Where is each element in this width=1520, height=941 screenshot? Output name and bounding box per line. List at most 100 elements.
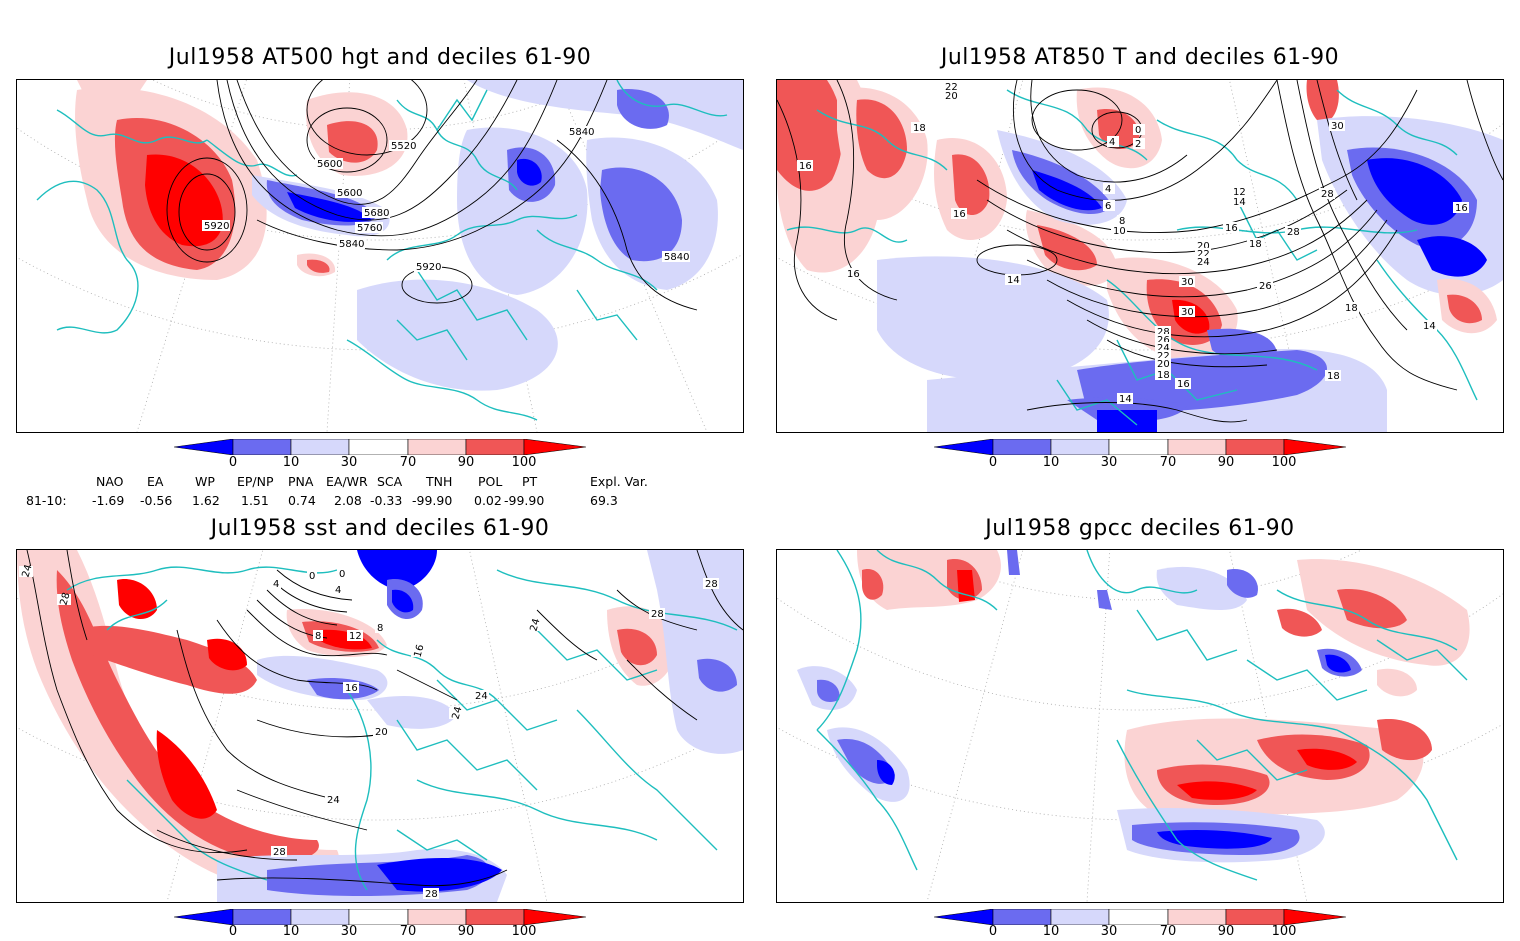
contour-label: 28 (59, 591, 73, 606)
contour-label: 14 (1233, 197, 1246, 208)
colorbar-tick: 90 (457, 455, 475, 470)
contour-label: 0 (339, 569, 345, 580)
contour-label: 5600 (337, 188, 362, 199)
index-header: NAO (96, 474, 124, 489)
colorbar-tick: 10 (282, 924, 300, 939)
contour-label: 5520 (391, 141, 416, 152)
index-value: 1.51 (241, 493, 269, 508)
index-value: 0.74 (288, 493, 316, 508)
contour-label: 30 (1181, 307, 1194, 318)
colorbar-tick: 30 (1100, 455, 1118, 470)
contour-label: 14 (1007, 275, 1020, 286)
contour-label: 24 (475, 691, 488, 702)
colorbar-swatches (173, 908, 587, 926)
contour-label: 16 (953, 209, 966, 220)
map-hgt500: 5920 5600 5520 5840 5600 5680 5760 5840 … (17, 80, 743, 432)
contour-label: 4 (273, 579, 279, 590)
colorbar-tick: 0 (988, 924, 998, 939)
map-panel-gpcc (776, 549, 1504, 903)
index-header: EA (147, 474, 164, 489)
contour-labels: 24 28 4 0 0 4 8 12 8 16 16 20 24 24 24 2… (19, 563, 719, 900)
colorbar-tick: 30 (340, 924, 358, 939)
map-panel-sst: 24 28 4 0 0 4 8 12 8 16 16 20 24 24 24 2… (16, 549, 744, 903)
colorbar-tick: 70 (399, 924, 417, 939)
colorbar-tick: 30 (340, 455, 358, 470)
index-header: POL (478, 474, 503, 489)
contour-label: 22 (1197, 249, 1210, 260)
colorbar-tick: 100 (1271, 455, 1297, 470)
index-value: 0.02 (474, 493, 502, 508)
contour-label: 24 (451, 705, 465, 720)
colorbar-swatches (173, 438, 587, 456)
contour-label: 22 (945, 82, 958, 93)
contour-label: 28 (705, 579, 718, 590)
colorbar-swatches (933, 908, 1347, 926)
index-header: SCA (377, 474, 403, 489)
lat-lon-grid (777, 550, 1503, 902)
contour-label: 2 (1135, 139, 1141, 150)
coastlines (816, 550, 1468, 881)
contour-label: 5840 (569, 127, 594, 138)
contour-label: 18 (1327, 371, 1340, 382)
index-row-label: 81-10: (26, 493, 67, 508)
map-sst: 24 28 4 0 0 4 8 12 8 16 16 20 24 24 24 2… (17, 550, 743, 902)
contour-labels: 5920 5600 5520 5840 5600 5680 5760 5840 … (202, 126, 690, 273)
contour-label: 14 (1119, 394, 1132, 405)
colorbar-1: 0 10 30 70 90 100 (173, 438, 587, 471)
contour-label: 30 (1331, 121, 1344, 132)
contour-label: 4 (335, 585, 341, 596)
contour-label: 28 (273, 847, 286, 858)
colorbar-tick: 10 (1042, 455, 1060, 470)
contour-label: 18 (1345, 303, 1358, 314)
contour-label: 8 (1119, 216, 1125, 227)
panel-title-3: Jul1958 sst and deciles 61-90 (210, 516, 550, 541)
contour-label: 20 (1157, 359, 1170, 370)
contour-label: 5920 (204, 221, 229, 232)
contour-label: 8 (315, 631, 321, 642)
contour-label: 20 (945, 91, 958, 102)
height-contours (166, 80, 698, 311)
map-t850: 22 20 18 16 0 2 4 16 4 6 8 10 12 14 16 1… (777, 80, 1503, 432)
contour-label: 26 (1157, 335, 1170, 346)
contour-label: 28 (1157, 327, 1170, 338)
index-header: EA/WR (326, 474, 368, 489)
panel-title-1: Jul1958 AT500 hgt and deciles 61-90 (168, 45, 592, 70)
contour-label: 14 (1423, 321, 1436, 332)
index-value: -99.90 (504, 493, 545, 508)
index-value: 2.08 (334, 493, 362, 508)
index-value: -0.33 (370, 493, 403, 508)
colorbar-tick: 30 (1100, 924, 1118, 939)
colorbar-tick: 100 (1271, 924, 1297, 939)
colorbar-tick: 90 (1217, 455, 1235, 470)
colorbar-tick: 70 (1159, 455, 1177, 470)
contour-label: 24 (21, 563, 35, 578)
colorbar-tick: 10 (282, 455, 300, 470)
contour-label: 18 (913, 123, 926, 134)
contour-label: 28 (1321, 189, 1334, 200)
colorbar-tick: 90 (457, 924, 475, 939)
contour-label: 24 (1157, 343, 1170, 354)
contour-label: 5840 (664, 252, 689, 263)
contour-label: 12 (349, 631, 362, 642)
index-header: Expl. Var. (590, 474, 648, 489)
index-header: TNH (426, 474, 453, 489)
contour-label: 28 (651, 609, 664, 620)
contour-label: 28 (1287, 227, 1300, 238)
colorbar-swatches (933, 438, 1347, 456)
index-header: PT (522, 474, 538, 489)
decile-shading (777, 80, 1503, 432)
index-value: -0.56 (140, 493, 173, 508)
colorbar-3: 0 10 30 70 90 100 (173, 908, 587, 941)
contour-label: 16 (1177, 379, 1190, 390)
contour-label: 5760 (357, 223, 382, 234)
colorbar-tick: 100 (511, 924, 537, 939)
sst-contours (26, 550, 743, 887)
contour-label: 18 (1157, 370, 1170, 381)
contour-label: 12 (1233, 187, 1246, 198)
index-value: 69.3 (590, 493, 618, 508)
panel-title-2: Jul1958 AT850 T and deciles 61-90 (940, 45, 1340, 70)
colorbar-tick: 100 (511, 455, 537, 470)
contour-label: 16 (847, 269, 860, 280)
contour-label: 0 (1135, 125, 1141, 136)
temperature-contours (777, 80, 1503, 423)
